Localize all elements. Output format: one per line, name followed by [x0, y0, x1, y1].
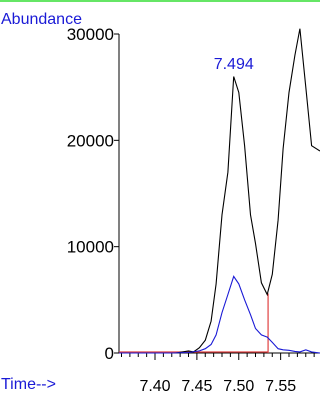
x-ticks: 7.40 7.45 7.50 7.55	[121, 353, 315, 395]
y-tick-label: 10000	[67, 238, 114, 257]
x-tick-label: 7.50	[223, 378, 254, 395]
y-tick-label: 0	[105, 344, 114, 363]
x-tick-label: 7.40	[139, 378, 170, 395]
x-tick-label: 7.55	[265, 378, 296, 395]
y-axis-title: Abundance	[1, 11, 82, 28]
x-tick-label: 7.45	[181, 378, 212, 395]
series-line-blue	[119, 275, 320, 354]
peak-annotation: 7.494	[214, 56, 254, 73]
y-tick-label: 30000	[67, 25, 114, 44]
y-ticks: 0 10000 20000 30000	[67, 25, 119, 363]
y-tick-label: 20000	[67, 131, 114, 150]
series-line-black	[119, 28, 320, 354]
x-axis-title: Time-->	[1, 376, 56, 393]
